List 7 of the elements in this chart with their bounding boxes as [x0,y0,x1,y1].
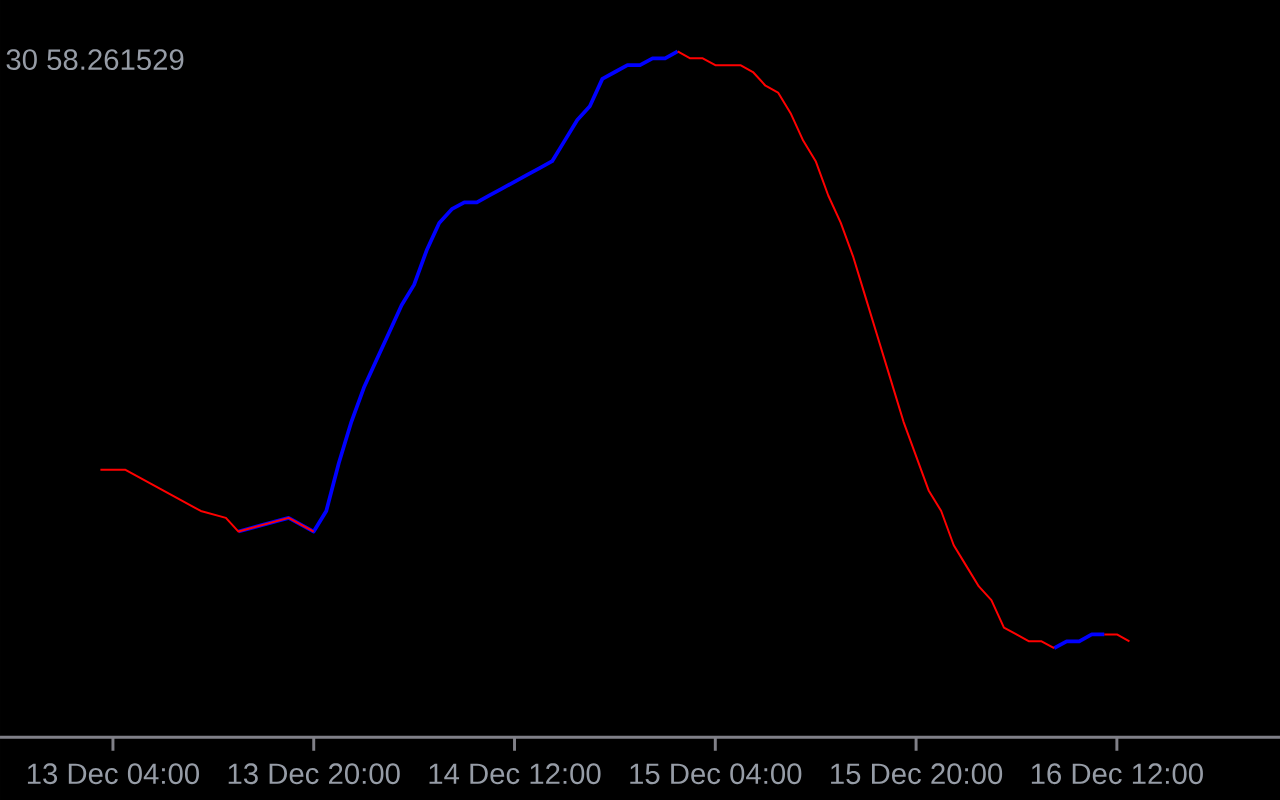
x-tick-label: 13 Dec 04:00 [27,763,199,785]
x-tick-label: 14 Dec 12:00 [429,763,601,785]
x-tick-label: 15 Dec 04:00 [630,763,802,785]
x-tick-label: 16 Dec 12:00 [1031,763,1203,785]
x-tick-label: 15 Dec 20:00 [831,763,1003,785]
x-tick-label: 13 Dec 20:00 [228,763,400,785]
annotation: 30 58.261529 [6,49,184,71]
